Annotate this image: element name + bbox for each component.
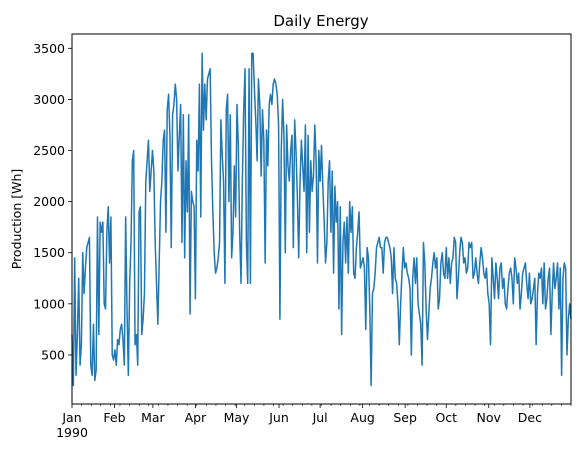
x-tick-label: Nov: [477, 410, 502, 425]
x-tick-label: Apr: [185, 410, 207, 425]
plot-frame: [71, 33, 572, 405]
x-tick-label: Dec: [518, 410, 542, 425]
x-axis: Jan Feb Mar Apr May Jun Jul Aug Sep Oct Nov Dec 1990: [56, 404, 572, 440]
x-tick-label: Mar: [141, 410, 165, 425]
x-tick-year-label: 1990: [56, 425, 88, 440]
y-tick-label: 500: [41, 347, 65, 362]
series-line-0: [71, 52, 572, 387]
x-tick-label: Jan: [61, 410, 81, 425]
y-tick-label: 1000: [33, 296, 65, 311]
y-axis-label: Production [Wh]: [9, 169, 24, 270]
y-tick-label: 3000: [33, 92, 65, 107]
y-tick-label: 3500: [33, 41, 65, 56]
y-tick-label: 2000: [33, 194, 65, 209]
x-tick-label: Jul: [312, 410, 328, 425]
x-tick-label: Aug: [350, 410, 374, 425]
chart-title: Daily Energy: [273, 12, 368, 30]
x-tick-label: Jun: [268, 410, 289, 425]
x-tick-label: Feb: [103, 410, 125, 425]
x-tick-label: May: [224, 410, 250, 425]
y-tick-label: 1500: [33, 245, 65, 260]
y-tick-label: 2500: [33, 143, 65, 158]
y-axis: 500 1000 1500 2000 2500 3000 3500: [33, 41, 72, 362]
plot-area: [71, 52, 572, 387]
x-tick-label: Oct: [435, 410, 457, 425]
x-tick-label: Sep: [393, 410, 417, 425]
